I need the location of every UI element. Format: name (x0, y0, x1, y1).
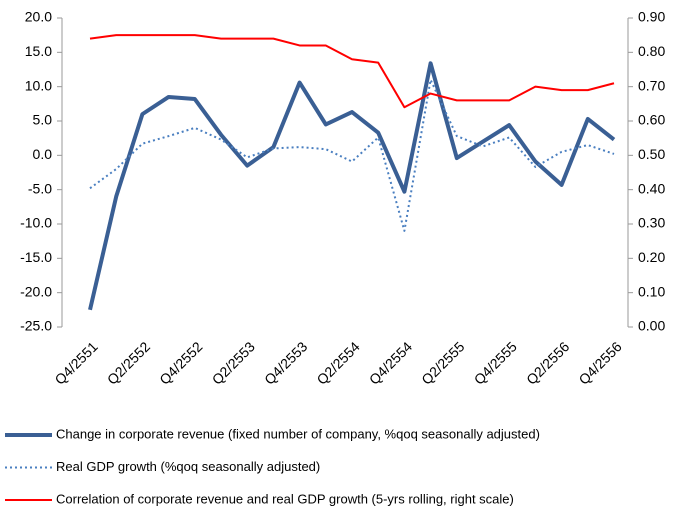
x-tick-label: Q2/2553 (209, 338, 258, 387)
y2-tick-label: 0.90 (638, 9, 665, 25)
series-line (89, 34, 615, 109)
y-tick-label: 10.0 (25, 77, 52, 93)
y2-tick-label: 0.40 (638, 180, 665, 196)
series-line (89, 78, 615, 232)
x-tick-label: Q4/2555 (471, 338, 520, 387)
x-tick-label: Q4/2554 (366, 338, 415, 387)
y-tick-label: 5.0 (33, 112, 53, 128)
y2-tick-label: 0.30 (638, 215, 665, 231)
x-tick-label: Q4/2556 (575, 338, 624, 387)
y-tick-label: -15.0 (20, 249, 52, 265)
x-tick-label: Q4/2551 (51, 338, 100, 387)
x-tick-label: Q4/2552 (156, 338, 205, 387)
y2-tick-label: 0.80 (638, 43, 665, 59)
y-tick-label: -5.0 (28, 180, 52, 196)
y-tick-label: 0.0 (33, 146, 53, 162)
y-tick-label: 20.0 (25, 9, 52, 25)
legend-label: Correlation of corporate revenue and rea… (56, 491, 514, 506)
x-tick-label: Q2/2555 (418, 338, 467, 387)
y2-tick-label: 0.70 (638, 77, 665, 93)
y2-tick-label: 0.60 (638, 112, 665, 128)
y-tick-label: 15.0 (25, 43, 52, 59)
series-line (88, 61, 616, 311)
x-tick-label: Q2/2552 (104, 338, 153, 387)
legend-label: Change in corporate revenue (fixed numbe… (56, 426, 540, 441)
y-tick-label: -20.0 (20, 283, 52, 299)
y2-tick-label: 0.10 (638, 283, 665, 299)
y2-tick-label: 0.50 (638, 146, 665, 162)
y2-tick-label: 0.20 (638, 249, 665, 265)
y2-tick-label: 0.00 (638, 318, 665, 334)
y-tick-label: -10.0 (20, 215, 52, 231)
y-tick-label: -25.0 (20, 318, 52, 334)
x-tick-label: Q4/2553 (261, 338, 310, 387)
x-tick-label: Q2/2556 (523, 338, 572, 387)
x-tick-label: Q2/2554 (313, 338, 362, 387)
legend-label: Real GDP growth (%qoq seasonally adjuste… (56, 459, 320, 474)
